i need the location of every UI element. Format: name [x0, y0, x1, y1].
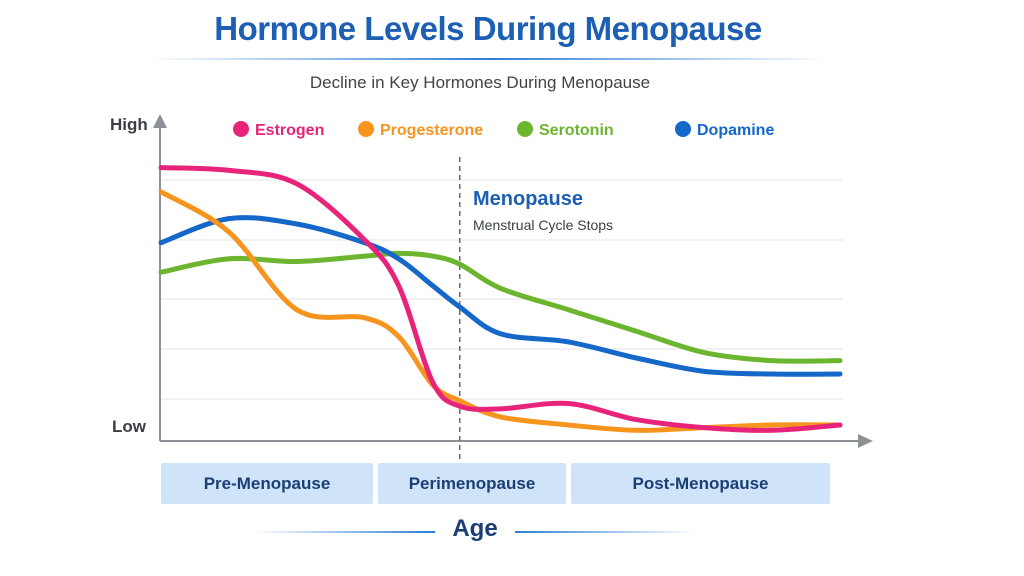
y-tick-label-low: Low [112, 417, 147, 436]
legend-marker-estrogen [233, 121, 249, 137]
legend-item-estrogen: Estrogen [233, 121, 324, 139]
menopause-annotation-text: Menstrual Cycle Stops [473, 217, 613, 233]
legend-label-dopamine: Dopamine [697, 122, 774, 139]
phase-perimenopause: Perimenopause [378, 463, 566, 504]
series-lines [158, 165, 843, 433]
legend-item-progesterone: Progesterone [358, 121, 483, 139]
phase-post-menopause: Post-Menopause [571, 463, 830, 504]
legend-marker-progesterone [358, 121, 374, 137]
series-line-estrogen [158, 165, 843, 433]
legend: Estrogen Progesterone Serotonin Dopamine [233, 121, 774, 139]
title-underline [150, 58, 830, 60]
legend-marker-dopamine [675, 121, 691, 137]
chart-title: Hormone Levels During Menopause [214, 10, 762, 47]
series-line-serotonin [158, 250, 843, 364]
age-rule-right [515, 531, 695, 533]
series-line-dopamine [158, 215, 843, 377]
legend-marker-serotonin [517, 121, 533, 137]
legend-label-estrogen: Estrogen [255, 122, 324, 139]
y-tick-label-high: High [110, 115, 148, 134]
axes [153, 114, 873, 448]
legend-label-progesterone: Progesterone [380, 122, 483, 139]
x-axis-label: Age [452, 515, 498, 542]
phase-pre-menopause: Pre-Menopause [161, 463, 373, 504]
x-axis-arrow [858, 434, 873, 448]
grid-lines [161, 179, 843, 400]
menopause-annotation-title: Menopause [473, 188, 583, 210]
legend-label-serotonin: Serotonin [539, 122, 614, 139]
legend-item-dopamine: Dopamine [675, 121, 774, 139]
chart-subtitle: Decline in Key Hormones During Menopause [309, 73, 651, 92]
legend-item-serotonin: Serotonin [517, 121, 614, 139]
y-axis-arrow [153, 114, 167, 128]
age-rule-left [255, 531, 435, 533]
